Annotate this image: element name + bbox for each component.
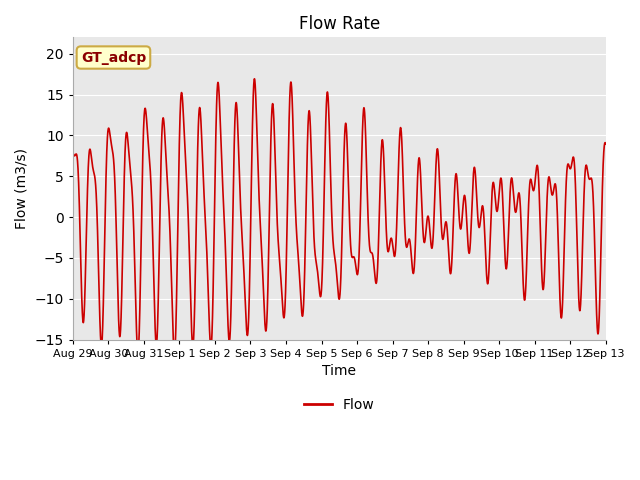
- Title: Flow Rate: Flow Rate: [299, 15, 380, 33]
- Y-axis label: Flow (m3/s): Flow (m3/s): [15, 148, 29, 229]
- X-axis label: Time: Time: [323, 364, 356, 378]
- Legend: Flow: Flow: [298, 392, 380, 418]
- Text: GT_adcp: GT_adcp: [81, 50, 146, 64]
